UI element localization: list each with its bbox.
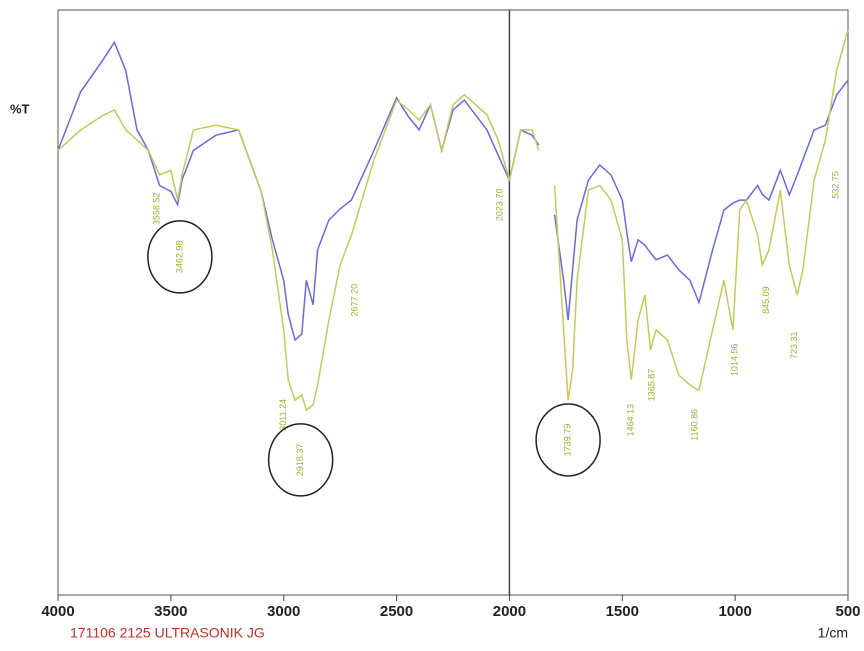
peak-label: 845.09 <box>761 286 771 314</box>
plot-frame <box>57 9 849 596</box>
spectrum-line <box>57 29 849 412</box>
x-tick-label: 3000 <box>267 603 300 620</box>
peak-label: 2918.37 <box>295 444 305 477</box>
peak-circle <box>267 423 334 497</box>
peak-label: 1014.56 <box>730 344 740 377</box>
footer: 171106 2125 ULTRASONIK JG <box>70 625 265 641</box>
peak-label: 2677.20 <box>350 284 360 317</box>
x-tick-label: 1000 <box>718 603 751 620</box>
x-tick-label: 4000 <box>41 603 74 620</box>
peak-label: 1739.79 <box>562 424 572 457</box>
spectrum-line <box>57 40 849 342</box>
peak-label: 532.75 <box>830 171 840 199</box>
peak-label: 1160.86 <box>690 409 700 441</box>
peak-label: 1464.13 <box>625 404 635 437</box>
x-tick-label: 3500 <box>154 603 187 620</box>
x-tick-label: 1500 <box>606 603 639 620</box>
peak-label: 1365.87 <box>646 369 656 402</box>
peak-label: 3558.52 <box>152 193 162 226</box>
peak-circle <box>535 403 601 477</box>
peak-label: 723.31 <box>789 331 799 359</box>
peak-label: 3462.98 <box>174 241 184 274</box>
x-tick-label: 500 <box>835 603 860 620</box>
y-axis-label: %T <box>10 101 30 116</box>
x-tick-label: 2500 <box>380 603 413 620</box>
peak-circle <box>147 220 213 294</box>
peak-label: 3011.24 <box>278 399 288 431</box>
peak-label: 2023.70 <box>494 189 504 222</box>
x-tick-label: 2000 <box>493 603 526 620</box>
x-axis-label: 1/cm <box>818 625 848 641</box>
